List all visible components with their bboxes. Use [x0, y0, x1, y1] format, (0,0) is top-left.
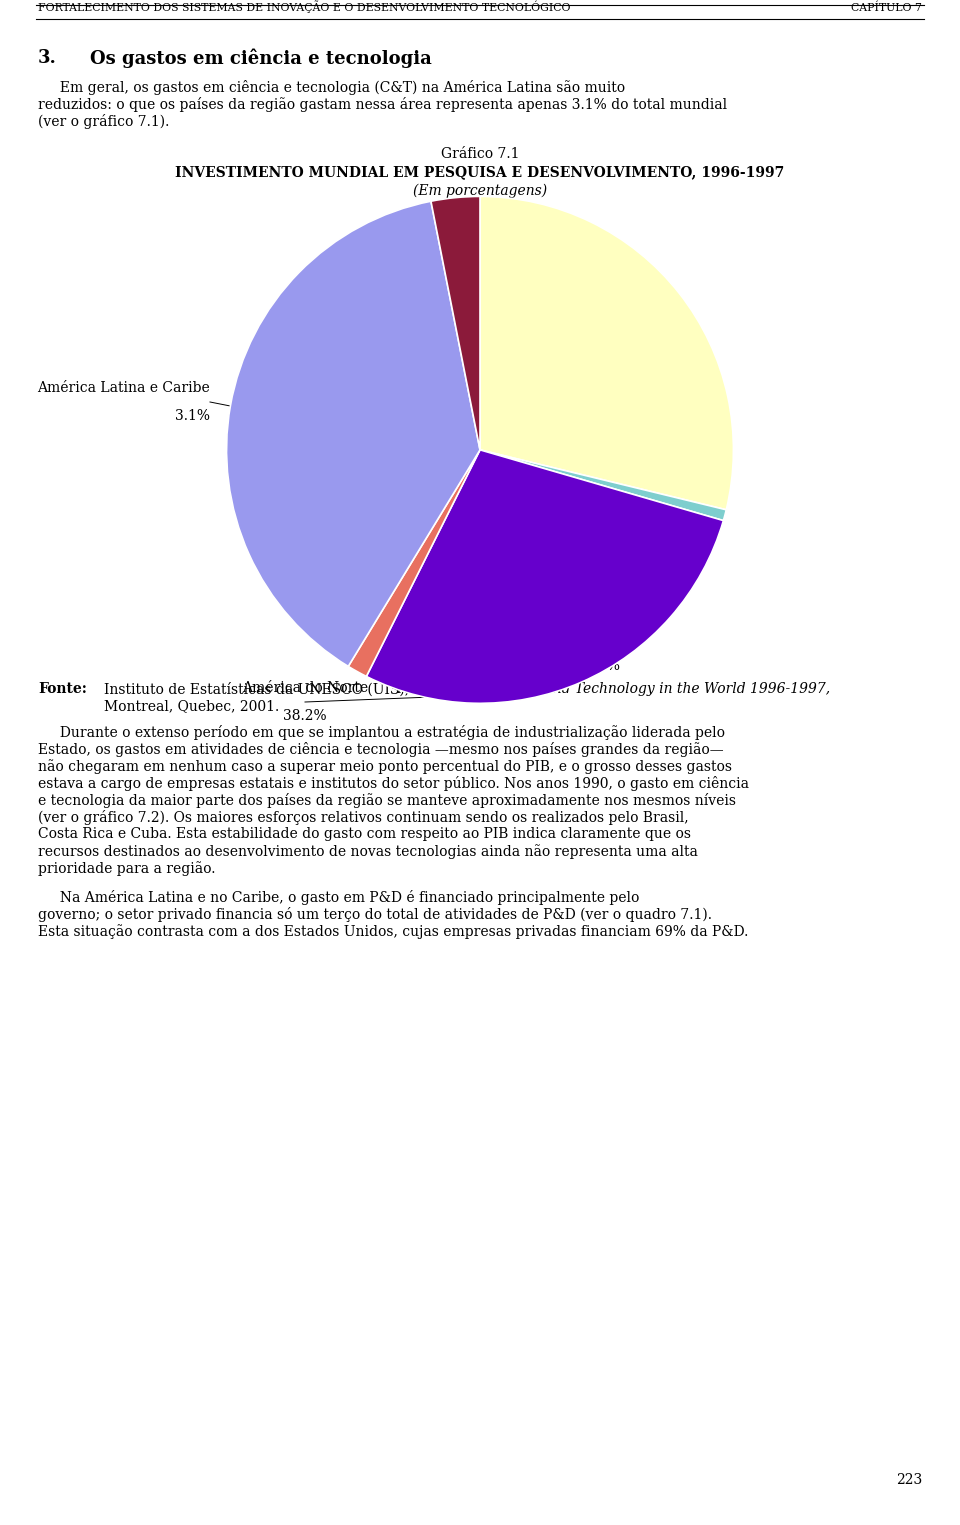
Text: América Latina e Caribe: América Latina e Caribe: [37, 381, 210, 395]
Text: (ver o gráfico 7.2). Os maiores esforços relativos continuam sendo os realizados: (ver o gráfico 7.2). Os maiores esforços…: [38, 810, 688, 825]
Text: Gráfico 7.1: Gráfico 7.1: [441, 146, 519, 162]
Wedge shape: [367, 450, 724, 703]
Text: América do Norte: América do Norte: [242, 682, 368, 695]
Text: Durante o extenso período em que se implantou a estratégia de industrialização l: Durante o extenso período em que se impl…: [38, 724, 725, 740]
Text: (ver o gráfico 7.1).: (ver o gráfico 7.1).: [38, 114, 169, 130]
Text: Na América Latina e no Caribe, o gasto em P&D é financiado principalmente pelo: Na América Latina e no Caribe, o gasto e…: [38, 891, 639, 904]
Text: 223: 223: [896, 1473, 922, 1487]
Text: reduzidos: o que os países da região gastam nessa área representa apenas 3.1% do: reduzidos: o que os países da região gas…: [38, 98, 727, 111]
Wedge shape: [480, 197, 733, 509]
Text: 1.3%: 1.3%: [585, 659, 620, 673]
Wedge shape: [227, 201, 480, 666]
Text: Europa: Europa: [399, 246, 451, 259]
Wedge shape: [431, 197, 480, 450]
Text: Oceania: Oceania: [585, 631, 642, 645]
Text: FORTALECIMENTO DOS SISTEMAS DE INOVAÇÃO E O DESENVOLVIMENTO TECNOLÓGICO: FORTALECIMENTO DOS SISTEMAS DE INOVAÇÃO …: [38, 0, 570, 14]
Text: Os gastos em ciência e tecnologia: Os gastos em ciência e tecnologia: [90, 49, 432, 69]
Text: Em geral, os gastos em ciência e tecnologia (C&T) na América Latina são muito: Em geral, os gastos em ciência e tecnolo…: [38, 79, 625, 95]
Wedge shape: [348, 450, 480, 677]
Text: Instituto de Estatísticas da UNESCO (UIS),: Instituto de Estatísticas da UNESCO (UIS…: [104, 682, 414, 697]
Text: 27.9%: 27.9%: [635, 529, 679, 543]
Text: Estado, os gastos em atividades de ciência e tecnologia —mesmo nos países grande: Estado, os gastos em atividades de ciênc…: [38, 743, 724, 756]
Text: 3.1%: 3.1%: [175, 409, 210, 422]
Text: 3.: 3.: [38, 49, 57, 67]
Wedge shape: [480, 450, 727, 520]
Text: prioridade para a região.: prioridade para a região.: [38, 862, 215, 875]
Text: 38.2%: 38.2%: [283, 709, 326, 723]
Text: 0.7%: 0.7%: [620, 339, 655, 352]
Text: INVESTIMENTO MUNDIAL EM PESQUISA E DESENVOLVIMENTO, 1996-1997: INVESTIMENTO MUNDIAL EM PESQUISA E DESEN…: [176, 165, 784, 178]
Text: África: África: [620, 311, 662, 325]
Text: (Em porcentagens): (Em porcentagens): [413, 185, 547, 198]
Text: The State of Science and Technology in the World 1996-1997,: The State of Science and Technology in t…: [395, 682, 830, 695]
Text: e tecnologia da maior parte dos países da região se manteve aproximadamente nos : e tecnologia da maior parte dos países d…: [38, 793, 736, 808]
Text: Ásia: Ásia: [635, 502, 665, 515]
Text: estava a cargo de empresas estatais e institutos do setor público. Nos anos 1990: estava a cargo de empresas estatais e in…: [38, 776, 749, 791]
Text: não chegaram em nenhum caso a superar meio ponto percentual do PIB, e o grosso d: não chegaram em nenhum caso a superar me…: [38, 759, 732, 773]
Text: 28.8%: 28.8%: [403, 274, 446, 288]
Text: recursos destinados ao desenvolvimento de novas tecnologias ainda não representa: recursos destinados ao desenvolvimento d…: [38, 843, 698, 859]
Text: Fonte:: Fonte:: [38, 682, 86, 695]
Text: CAPÍTULO 7: CAPÍTULO 7: [852, 3, 922, 14]
Text: governo; o setor privado financia só um terço do total de atividades de P&D (ver: governo; o setor privado financia só um …: [38, 907, 712, 923]
Text: Montreal, Quebec, 2001.: Montreal, Quebec, 2001.: [104, 698, 279, 714]
Text: Costa Rica e Cuba. Esta estabilidade do gasto com respeito ao PIB indica clarame: Costa Rica e Cuba. Esta estabilidade do …: [38, 827, 691, 840]
Text: Esta situação contrasta com a dos Estados Unidos, cujas empresas privadas financ: Esta situação contrasta com a dos Estado…: [38, 924, 749, 939]
